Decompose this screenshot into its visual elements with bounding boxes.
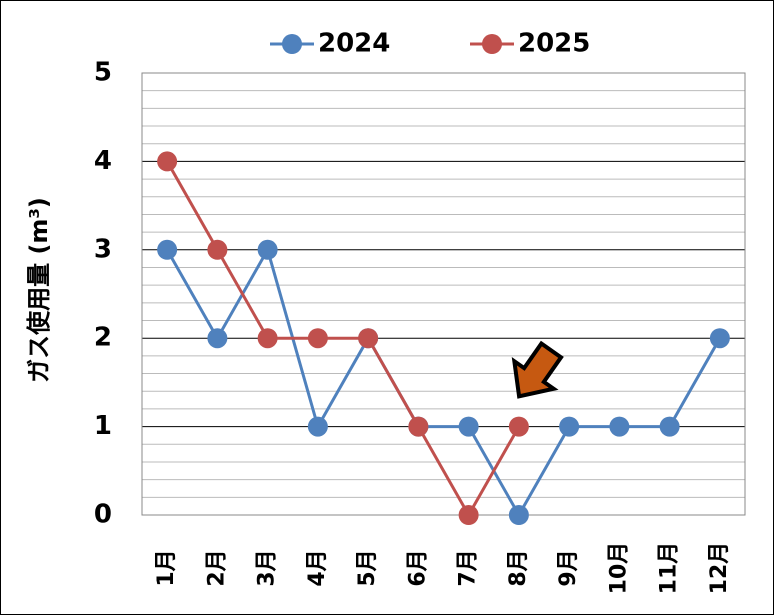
legend-marker [282, 34, 302, 54]
x-tick-label: 4月 [305, 549, 330, 586]
y-tick-label: 3 [94, 234, 112, 264]
data-point [157, 151, 178, 172]
data-point [508, 505, 529, 525]
data-point [659, 416, 680, 437]
series-line [165, 160, 521, 519]
data-point [307, 328, 328, 349]
legend-label: 2025 [518, 29, 590, 59]
data-point [257, 328, 278, 349]
data-point [358, 328, 379, 349]
data-point [257, 239, 278, 260]
lines [157, 151, 730, 525]
y-axis-label: ガス使用量 (m³) [25, 197, 53, 383]
plot-border [141, 72, 746, 516]
x-tick-label: 3月 [255, 549, 280, 586]
x-tick-label: 7月 [456, 549, 481, 586]
x-tick-label: 10月 [606, 542, 631, 595]
x-tick-label: 6月 [405, 549, 430, 586]
data-point [559, 416, 580, 437]
x-tick-label: 8月 [506, 549, 531, 586]
y-tick-label: 1 [94, 411, 112, 441]
data-point [458, 505, 479, 525]
x-tick-label: 11月 [657, 542, 682, 595]
arrow-annotation [511, 340, 564, 399]
data-point [458, 416, 479, 437]
data-point [609, 416, 630, 437]
x-tick-label: 9月 [556, 549, 581, 586]
data-point [157, 239, 178, 260]
x-tick-label: 1月 [154, 549, 179, 586]
y-tick-label: 5 [94, 58, 112, 88]
x-tick-label: 5月 [355, 549, 380, 586]
x-tick-label: 2月 [204, 549, 229, 586]
y-tick-label: 4 [94, 146, 112, 176]
legend-marker [482, 34, 502, 54]
y-tick-label: 2 [94, 323, 112, 353]
y-tick-label: 0 [94, 500, 112, 530]
data-point [207, 328, 228, 349]
data-point [408, 416, 429, 437]
data-point [709, 328, 730, 349]
data-point [307, 416, 328, 437]
x-tick-label: 12月 [707, 542, 732, 595]
data-point [207, 239, 228, 260]
legend-label: 2024 [318, 29, 390, 59]
data-point [508, 416, 529, 437]
